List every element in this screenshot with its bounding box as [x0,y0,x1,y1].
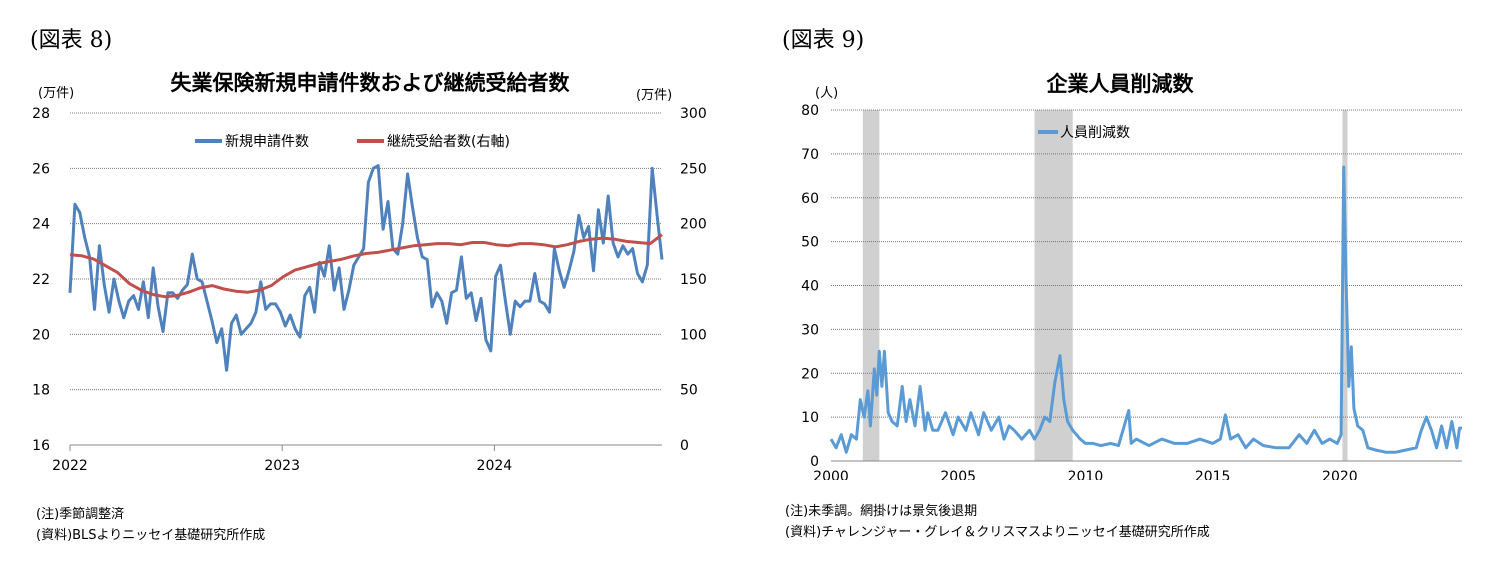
figure-8-label: (図表 8) [30,28,113,53]
y2-tick-label: 250 [680,161,707,177]
chart-title: 企業人員削減数 [1046,72,1195,96]
legend-label: 継続受給者数(右軸) [387,133,510,150]
figure-9-label: (図表 9) [782,28,865,53]
y-tick-label: 50 [801,235,819,251]
y-tick-label: 26 [32,161,50,177]
x-tick-label: 2000 [813,469,849,480]
y-tick-label: 10 [801,410,819,426]
y-tick-label: 70 [801,147,819,163]
x-tick-label: 2023 [264,458,300,474]
continuing-claims-line [69,233,663,299]
y-tick-label: 80 [801,103,819,119]
y2-tick-label: 50 [680,383,698,399]
y2-tick-label: 300 [680,106,707,122]
y-tick-label: 22 [32,272,50,288]
y2-tick-label: 200 [680,217,707,233]
legend-label: 人員削減数 [1060,124,1130,141]
layoffs-chart: 企業人員削減数 (人) 0 10 20 30 40 50 60 70 80 2000 2005 2010 2… [801,72,1462,480]
y-tick-label: 20 [32,327,50,343]
y-tick-label: 24 [32,217,50,233]
right-axis-unit: (万件) [636,88,672,103]
y-tick-label: 30 [801,322,819,338]
y-tick-label: 18 [32,383,50,399]
left-note: (注)季節調整済 [36,507,125,522]
x-tick-label: 2010 [1068,469,1104,480]
x-tick-label: 2024 [477,458,513,474]
layoffs-line [829,165,1462,454]
y-tick-label: 28 [32,106,50,122]
x-tick-label: 2005 [940,469,976,480]
y2-tick-label: 0 [680,438,689,454]
y2-tick-label: 100 [680,327,707,343]
y-tick-label: 60 [801,191,819,207]
initial-claims-line [68,164,664,372]
right-source: (資料)チャレンジャー・グレイ＆クリスマスよりニッセイ基礎研究所作成 [785,525,1210,540]
y-tick-label: 40 [801,279,819,295]
right-note: (注)未季調。網掛けは景気後退期 [785,504,978,519]
y-tick-label: 0 [810,454,819,470]
y-tick-label: 20 [801,366,819,382]
legend-label: 新規申請件数 [225,134,309,150]
x-tick-label: 2020 [1322,469,1358,480]
y-axis-unit: (人) [815,86,838,101]
left-axis-unit: (万件) [38,86,74,101]
x-tick-label: 2015 [1195,469,1231,480]
unemployment-claims-chart: 失業保険新規申請件数および継続受給者数(万件) (万件)1618202224262… [32,71,707,474]
y2-tick-label: 150 [680,272,707,288]
y-tick-label: 16 [32,438,50,454]
left-source: (資料)BLSよりニッセイ基礎研究所作成 [36,528,266,543]
x-tick-label: 2022 [52,458,88,474]
chart-title: 失業保険新規申請件数および継続受給者数 [171,71,571,95]
